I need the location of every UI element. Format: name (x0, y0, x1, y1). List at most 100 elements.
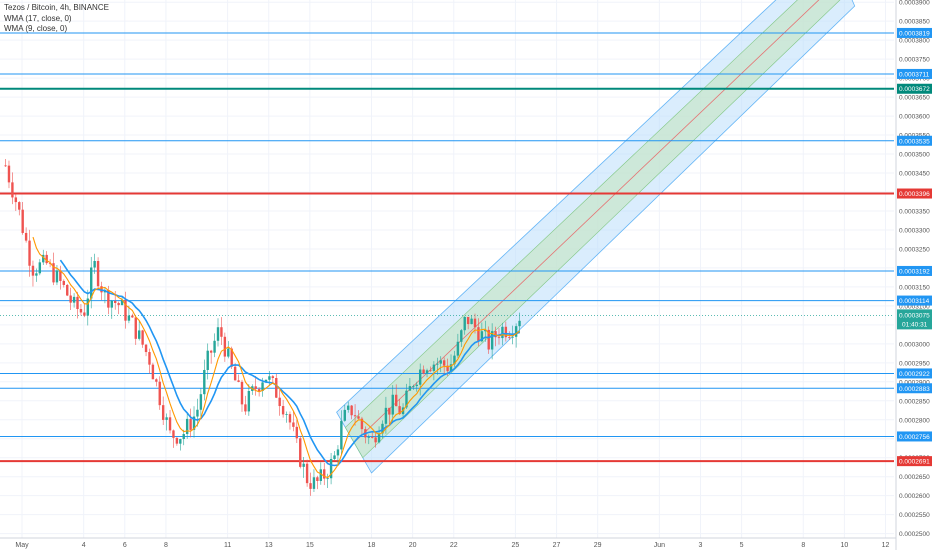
x-tick-label: 8 (801, 542, 805, 549)
candle-body (227, 348, 230, 357)
price-label: 0.0003114 (899, 298, 930, 305)
y-tick-label: 0.0003100 (899, 303, 930, 310)
candle-body (271, 376, 275, 378)
candle-body (384, 407, 388, 424)
candle-body (168, 417, 172, 431)
candle-body (347, 405, 350, 410)
candle-body (144, 344, 148, 353)
candle-body (124, 299, 127, 321)
price-label: 0.0002883 (899, 386, 930, 393)
candle-body (504, 326, 508, 338)
candle-body (453, 355, 456, 365)
candle-body (141, 330, 144, 345)
candle-body (48, 263, 52, 264)
candle-body (511, 336, 514, 338)
price-label-bg (897, 383, 932, 394)
x-tick-label: 3 (699, 542, 703, 549)
candle-body (120, 299, 124, 306)
candle-body (268, 376, 271, 380)
candle-body (415, 384, 418, 387)
candle-body (247, 391, 251, 412)
price-label-bg (897, 368, 932, 379)
legend-wma9: WMA (9, close, 0) (4, 24, 68, 33)
candle-body (514, 326, 518, 337)
candle-body (432, 364, 436, 371)
candle-body (374, 437, 377, 443)
price-label-bg (897, 188, 932, 199)
candle-body (326, 478, 329, 480)
y-tick-label: 0.0003300 (899, 227, 930, 234)
candle-body (230, 348, 233, 367)
y-tick-label: 0.0002650 (899, 474, 930, 481)
x-tick-label: May (15, 542, 29, 549)
x-tick-label: 11 (224, 542, 231, 549)
x-tick-label: 15 (306, 542, 314, 549)
candle-body (42, 254, 45, 263)
candle-body (196, 409, 199, 417)
candle-body (110, 300, 113, 308)
candle-body (59, 270, 62, 281)
candle-body (473, 318, 477, 328)
y-tick-label: 0.0003000 (899, 341, 930, 348)
candle-body (449, 364, 453, 372)
candle-body (302, 463, 305, 467)
wma17-line (59, 259, 520, 467)
candle-body (477, 327, 480, 342)
candle-body (367, 437, 370, 438)
candle-body (425, 370, 429, 374)
candle-body (299, 438, 302, 467)
candle-body (172, 430, 175, 438)
candle-body (233, 366, 237, 381)
candle-body (408, 386, 412, 391)
y-tick-label: 0.0003850 (899, 19, 930, 26)
y-tick-label: 0.0003650 (899, 95, 930, 102)
y-tick-label: 0.0002500 (899, 531, 930, 538)
x-tick-label: 8 (164, 542, 168, 549)
candle-body (295, 426, 299, 439)
candle-body (189, 418, 192, 430)
candle-body (45, 254, 48, 264)
candle-body (353, 415, 357, 417)
y-tick-label: 0.0003250 (899, 246, 930, 253)
current-price-bg (897, 309, 932, 330)
candle-body (360, 418, 364, 430)
candle-body (412, 386, 415, 387)
candle-body (216, 327, 220, 341)
y-tick-label: 0.0003600 (899, 114, 930, 121)
candle-body (155, 379, 158, 382)
candle-body (429, 370, 432, 372)
candle-body (14, 197, 18, 203)
candle-body (79, 309, 83, 313)
legend-wma17: WMA (17, close, 0) (4, 13, 72, 23)
candle-body (442, 360, 446, 366)
candle-body (192, 416, 196, 430)
candle-body (203, 369, 206, 395)
candle-body (508, 337, 511, 338)
regression-channel[interactable] (336, 0, 856, 474)
x-tick-label: 18 (368, 542, 376, 549)
candle-body (72, 296, 76, 303)
x-tick-label: 20 (409, 542, 417, 549)
candle-body (487, 329, 490, 350)
candle-body (329, 458, 333, 479)
candle-body (206, 350, 209, 370)
y-tick-label: 0.0002950 (899, 360, 930, 367)
candle-body (55, 270, 59, 283)
x-tick-label: 13 (265, 542, 273, 549)
y-tick-label: 0.0002900 (899, 379, 930, 386)
candle-body (35, 273, 38, 276)
candle-body (38, 262, 42, 274)
y-tick-label: 0.0003900 (899, 0, 930, 7)
candle-body (90, 267, 93, 299)
price-label-bg (897, 456, 932, 467)
x-tick-label: 25 (512, 542, 520, 549)
y-tick-label: 0.0003450 (899, 171, 930, 178)
y-tick-label: 0.0002850 (899, 398, 930, 405)
x-tick-label: 29 (594, 542, 602, 549)
price-label-bg (897, 295, 932, 306)
candle-body (151, 364, 155, 380)
